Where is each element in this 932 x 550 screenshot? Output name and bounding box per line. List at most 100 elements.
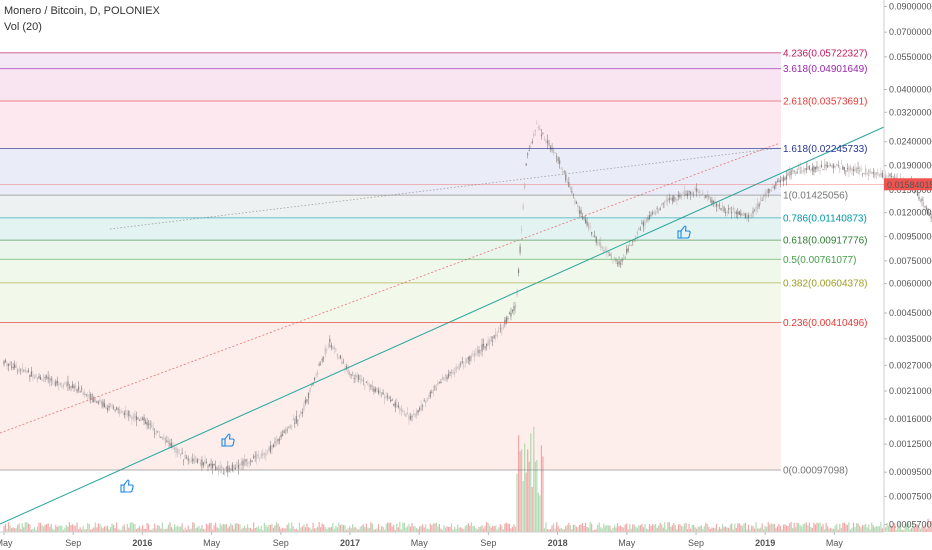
candle-body: [732, 207, 734, 210]
volume-bar: [737, 523, 739, 532]
candle-body: [128, 411, 130, 417]
volume-bar: [120, 529, 122, 532]
candle-body: [595, 236, 597, 243]
volume-bar: [543, 528, 546, 532]
volume-bar: [215, 522, 217, 532]
candle-body: [799, 167, 801, 174]
volume-bar: [251, 529, 253, 532]
candle-body: [808, 165, 810, 170]
candle-body: [90, 393, 92, 401]
volume-bar: [323, 524, 325, 532]
candle-body: [872, 172, 874, 174]
candle-body: [651, 212, 654, 214]
candle-body: [922, 201, 925, 206]
volume-bar: [785, 525, 788, 532]
candle-body: [874, 172, 876, 177]
thumb-cuff: [221, 438, 226, 447]
volume-bar: [562, 528, 564, 532]
volume-bar: [347, 528, 349, 532]
volume-bar: [653, 524, 655, 532]
candle-body: [837, 165, 839, 166]
volume-bar: [473, 526, 476, 532]
volume-bar: [674, 525, 676, 532]
volume-bar: [245, 528, 247, 532]
volume-bar: [894, 523, 896, 532]
candle-body: [851, 167, 853, 171]
candle-body: [140, 417, 142, 421]
candle-body: [492, 340, 494, 342]
candle-body: [639, 228, 641, 230]
volume-bar: [907, 522, 909, 532]
candle-body: [482, 343, 485, 347]
candle-body: [154, 433, 156, 434]
candle-body: [530, 146, 532, 148]
price-tick-label: 0.02400000: [889, 137, 932, 147]
candle-body: [207, 466, 209, 468]
candle-body: [858, 170, 861, 172]
candle-body: [359, 379, 361, 381]
volume-bar: [263, 522, 265, 532]
candle-body: [925, 207, 928, 211]
volume-bar: [612, 527, 614, 532]
volume-bar: [740, 525, 742, 532]
candle-body: [393, 403, 395, 406]
candle-body: [623, 255, 625, 257]
volume-bar: [658, 525, 660, 532]
candle-body: [930, 216, 932, 219]
volume-bar: [163, 528, 165, 532]
candle-body: [215, 466, 217, 470]
candle-body: [248, 461, 250, 464]
price-tick-label: 0.00057000: [889, 520, 932, 530]
candle-body: [753, 210, 756, 212]
volume-bar: [362, 524, 364, 532]
volume-bar: [750, 525, 753, 532]
candle-body: [677, 194, 680, 198]
candle-body: [79, 391, 81, 393]
candle-body: [543, 139, 546, 141]
candle-body: [769, 190, 771, 192]
volume-bar: [441, 529, 444, 532]
volume-bar: [680, 525, 683, 532]
candle-body: [848, 167, 850, 172]
candle-body: [39, 376, 42, 380]
candle-body: [770, 189, 772, 191]
candle-body: [457, 367, 459, 369]
volume-bar: [243, 525, 246, 532]
candle-body: [517, 269, 520, 274]
volume-bar: [55, 524, 57, 532]
candle-body: [688, 191, 690, 193]
volume-bar: [211, 529, 214, 532]
time-tick-label: Sep: [688, 538, 704, 548]
volume-bar: [489, 525, 491, 532]
candle-body: [869, 170, 871, 173]
candle-body: [658, 210, 660, 212]
candle-body: [33, 376, 36, 379]
volume-bar: [901, 529, 903, 532]
candle-body: [495, 333, 497, 337]
candle-body: [231, 464, 233, 471]
volume-bar: [452, 529, 454, 532]
volume-bar: [536, 460, 538, 532]
price-tick-label: 0.01900000: [889, 161, 932, 171]
candle-body: [262, 452, 264, 457]
candle-body: [149, 423, 151, 425]
volume-bar: [900, 526, 902, 532]
volume-indicator-label[interactable]: Vol (20): [4, 21, 42, 33]
volume-bar: [510, 528, 512, 532]
candle-body: [163, 437, 165, 440]
volume-bar: [152, 528, 154, 532]
volume-bar: [925, 528, 928, 532]
candle-body: [772, 187, 774, 189]
candle-body: [661, 203, 663, 205]
volume-bar: [179, 526, 182, 532]
candle-body: [656, 207, 658, 209]
last-price-label: 0.01584015: [887, 180, 932, 190]
price-tick-label: 0.09000000: [889, 1, 932, 11]
volume-bar: [320, 527, 322, 532]
candle-body: [321, 358, 323, 361]
volume-bar: [246, 524, 249, 532]
candle-body: [822, 169, 824, 171]
candle-body: [254, 455, 256, 457]
last-price-tag: [884, 178, 932, 191]
